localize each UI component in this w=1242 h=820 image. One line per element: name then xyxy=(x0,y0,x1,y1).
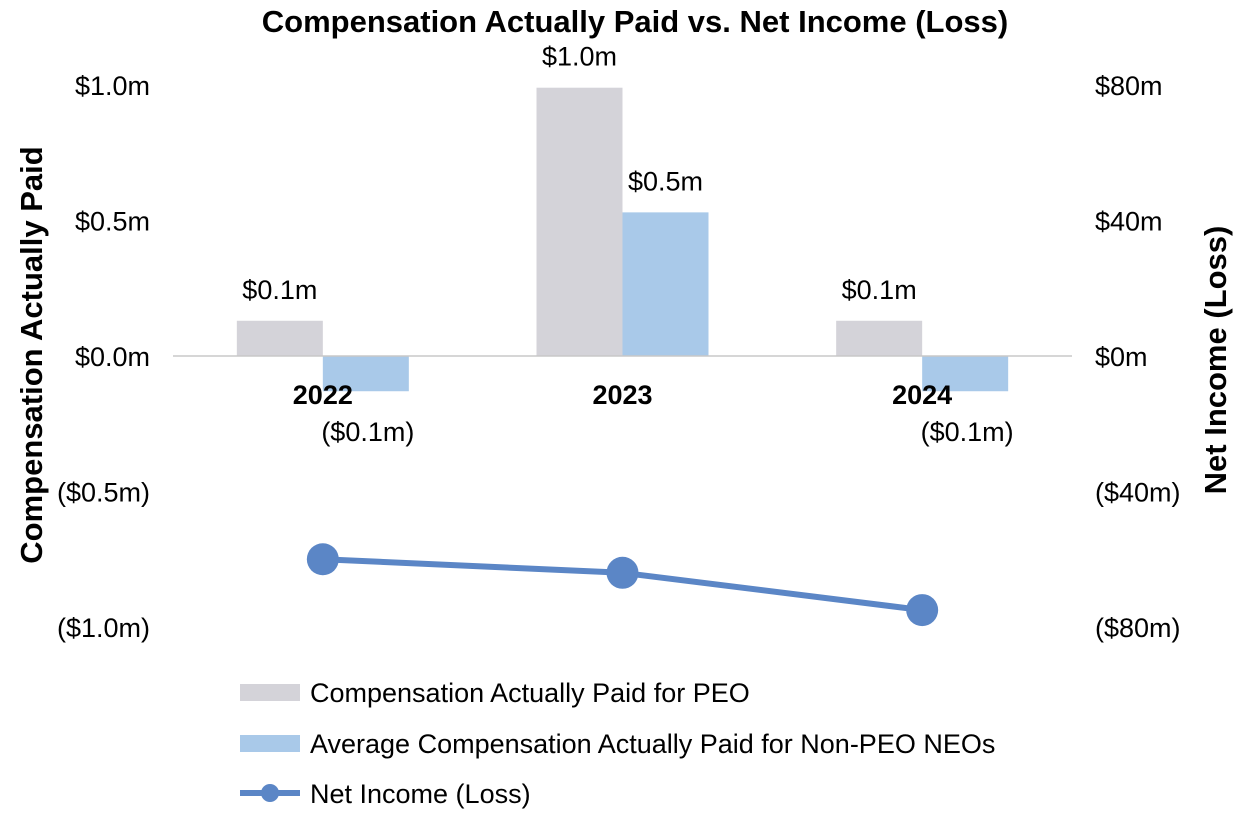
legend-swatch-1 xyxy=(240,735,300,752)
bar-peo-2024 xyxy=(836,320,923,356)
legend: Compensation Actually Paid for PEO Averag… xyxy=(240,678,995,809)
bar-non-peo-2022 xyxy=(322,356,409,392)
bar-peo-2023 xyxy=(536,87,623,357)
data-label: ($0.1m) xyxy=(321,417,414,447)
legend-label-2: Net Income (Loss) xyxy=(310,779,531,809)
legend-label-0: Compensation Actually Paid for PEO xyxy=(310,678,750,708)
data-labels: $0.1m $1.0m $0.1m ($0.1m) $0.5m ($0.1m) xyxy=(242,42,1013,448)
right-axis-title: Net Income (Loss) xyxy=(1198,226,1233,495)
data-label: $0.5m xyxy=(628,166,703,196)
left-tick-label: ($1.0m) xyxy=(57,613,150,643)
legend-swatch-marker xyxy=(261,784,279,802)
category-label: 2024 xyxy=(892,380,952,410)
right-tick-label: $80m xyxy=(1095,71,1163,101)
left-tick-label: $0.0m xyxy=(75,342,150,372)
left-axis-ticks: $1.0m $0.5m $0.0m ($0.5m) ($1.0m) xyxy=(57,71,150,643)
chart-title: Compensation Actually Paid vs. Net Incom… xyxy=(262,4,1008,39)
data-label: $0.1m xyxy=(242,275,317,305)
left-axis-title: Compensation Actually Paid xyxy=(14,146,49,563)
net-income-point-2024 xyxy=(906,594,939,627)
left-tick-label: ($0.5m) xyxy=(57,478,150,508)
data-label: ($0.1m) xyxy=(921,417,1014,447)
bars xyxy=(236,87,1009,392)
data-label: $0.1m xyxy=(842,275,917,305)
right-tick-label: ($80m) xyxy=(1095,613,1181,643)
bar-non-peo-2024 xyxy=(922,356,1009,392)
category-label: 2022 xyxy=(293,380,353,410)
legend-swatch-0 xyxy=(240,684,300,701)
bar-peo-2022 xyxy=(236,320,323,356)
left-tick-label: $0.5m xyxy=(75,207,150,237)
net-income-point-2022 xyxy=(306,543,339,576)
net-income-point-2023 xyxy=(606,556,639,589)
left-tick-label: $1.0m xyxy=(75,71,150,101)
right-tick-label: ($40m) xyxy=(1095,478,1181,508)
right-tick-label: $0m xyxy=(1095,342,1148,372)
category-labels: 2022 2023 2024 xyxy=(293,380,952,410)
bar-non-peo-2023 xyxy=(622,212,709,356)
legend-label-1: Average Compensation Actually Paid for N… xyxy=(310,729,995,759)
net-income-line-series xyxy=(306,543,939,627)
category-label: 2023 xyxy=(592,380,652,410)
right-axis-ticks: $80m $40m $0m ($40m) ($80m) xyxy=(1095,71,1181,643)
data-label: $1.0m xyxy=(542,42,617,72)
right-tick-label: $40m xyxy=(1095,207,1163,237)
